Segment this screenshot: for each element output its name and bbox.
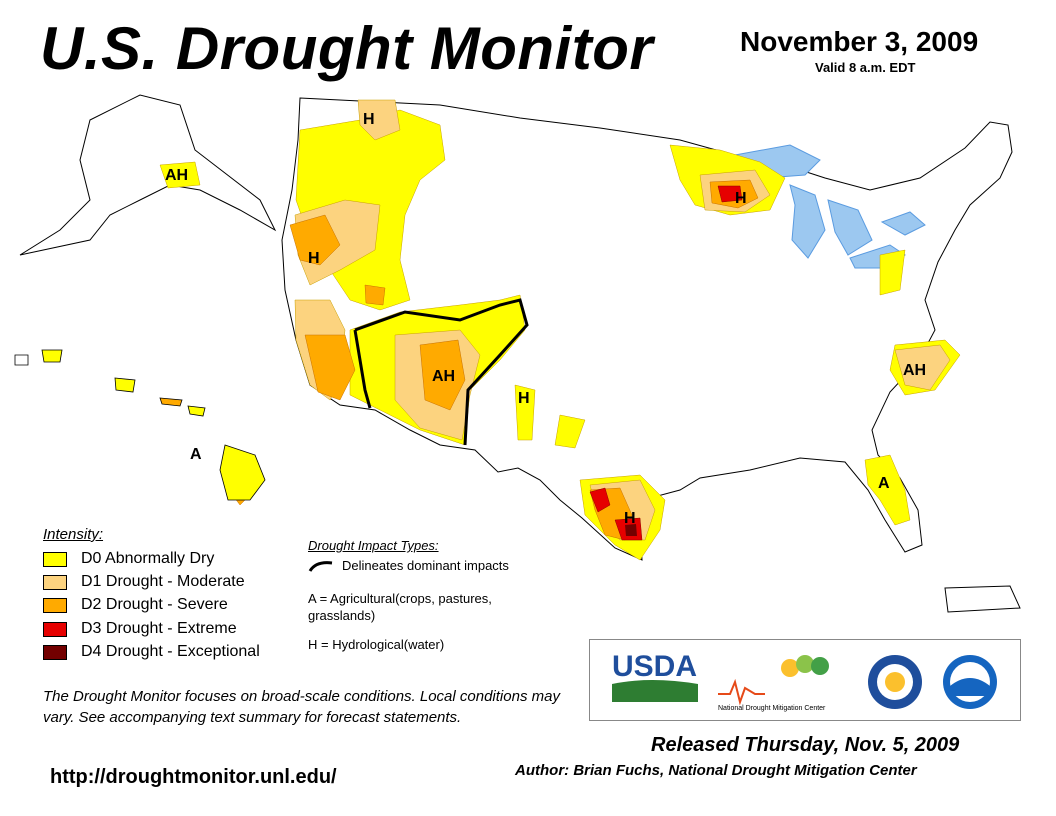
impact-agricultural: A = Agricultural(crops, pastures, grassl… [308, 591, 492, 623]
legend-item-d4: D4 Drought - Exceptional [43, 642, 260, 662]
legend-label: D2 Drought - Severe [81, 596, 228, 613]
impact-lines [353, 298, 529, 446]
label-ah-alaska: AH [165, 167, 188, 184]
legend-label: D4 Drought - Exceptional [81, 643, 260, 660]
noaa-logo [943, 655, 997, 709]
legend-item-d3: D3 Drought - Extreme [43, 619, 237, 639]
impact-delineates: Delineates dominant impacts [308, 558, 509, 573]
label-h-newmexico: H [518, 390, 530, 407]
usda-logo: USDA [612, 650, 698, 702]
d2-areas [224, 179, 759, 541]
svg-text:National Drought Mitigation Ce: National Drought Mitigation Center [718, 705, 826, 712]
svg-text:USDA: USDA [612, 650, 697, 683]
legend-swatch [43, 621, 67, 637]
alaska-outline [19, 94, 277, 256]
d4-area [625, 524, 637, 536]
legend-item-d0: D0 Abnormally Dry [43, 549, 214, 569]
label-h-texas: H [624, 510, 636, 527]
label-h-idaho: H [363, 111, 375, 128]
great-lakes [734, 144, 926, 269]
legend-swatch [43, 597, 67, 613]
hawaii-outline [14, 349, 266, 501]
map-date: November 3, 2009 [740, 26, 979, 57]
legend-label: D1 Drought - Moderate [81, 573, 245, 590]
ndmc-logo: National Drought Mitigation Center [718, 655, 829, 712]
logos-row: USDA National Drought Mitigation Center [612, 650, 997, 712]
disclaimer-note: The Drought Monitor focuses on broad-sca… [43, 688, 560, 726]
legend-title: Intensity: [43, 526, 104, 543]
legend-swatch [43, 551, 67, 567]
legend-label: D3 Drought - Extreme [81, 620, 237, 637]
legend-item-d1: D1 Drought - Moderate [43, 572, 245, 592]
legend-swatch [43, 644, 67, 660]
released-date: Released Thursday, Nov. 5, 2009 [651, 734, 960, 756]
label-ah-carolina: AH [903, 362, 926, 379]
logo-box: USDA National Drought Mitigation Center [589, 639, 1021, 721]
legend-item-d2: D2 Drought - Severe [43, 595, 228, 615]
label-ah-arizona: AH [432, 368, 455, 385]
impact-hydrological: H = Hydrological(water) [308, 637, 445, 652]
author-credit: Author: Brian Fuchs, National Drought Mi… [515, 762, 917, 779]
label-h-wisconsin: H [735, 190, 747, 207]
valid-time: Valid 8 a.m. EDT [815, 60, 916, 75]
delineate-line-icon [308, 560, 333, 572]
map-title: U.S. Drought Monitor [40, 15, 654, 82]
doc-seal-logo [868, 655, 922, 709]
label-a-florida: A [878, 475, 890, 492]
puerto-rico-outline [944, 585, 1021, 613]
impact-types-title: Drought Impact Types: [308, 538, 439, 553]
label-h-california: H [308, 250, 320, 267]
website-link[interactable]: http://droughtmonitor.unl.edu/ [50, 766, 337, 788]
label-a-hawaii: A [190, 446, 202, 463]
alaska-d0 [159, 161, 201, 189]
impact-delineates-label: Delineates dominant impacts [342, 558, 509, 573]
legend-swatch [43, 574, 67, 590]
legend-label: D0 Abnormally Dry [81, 550, 215, 567]
